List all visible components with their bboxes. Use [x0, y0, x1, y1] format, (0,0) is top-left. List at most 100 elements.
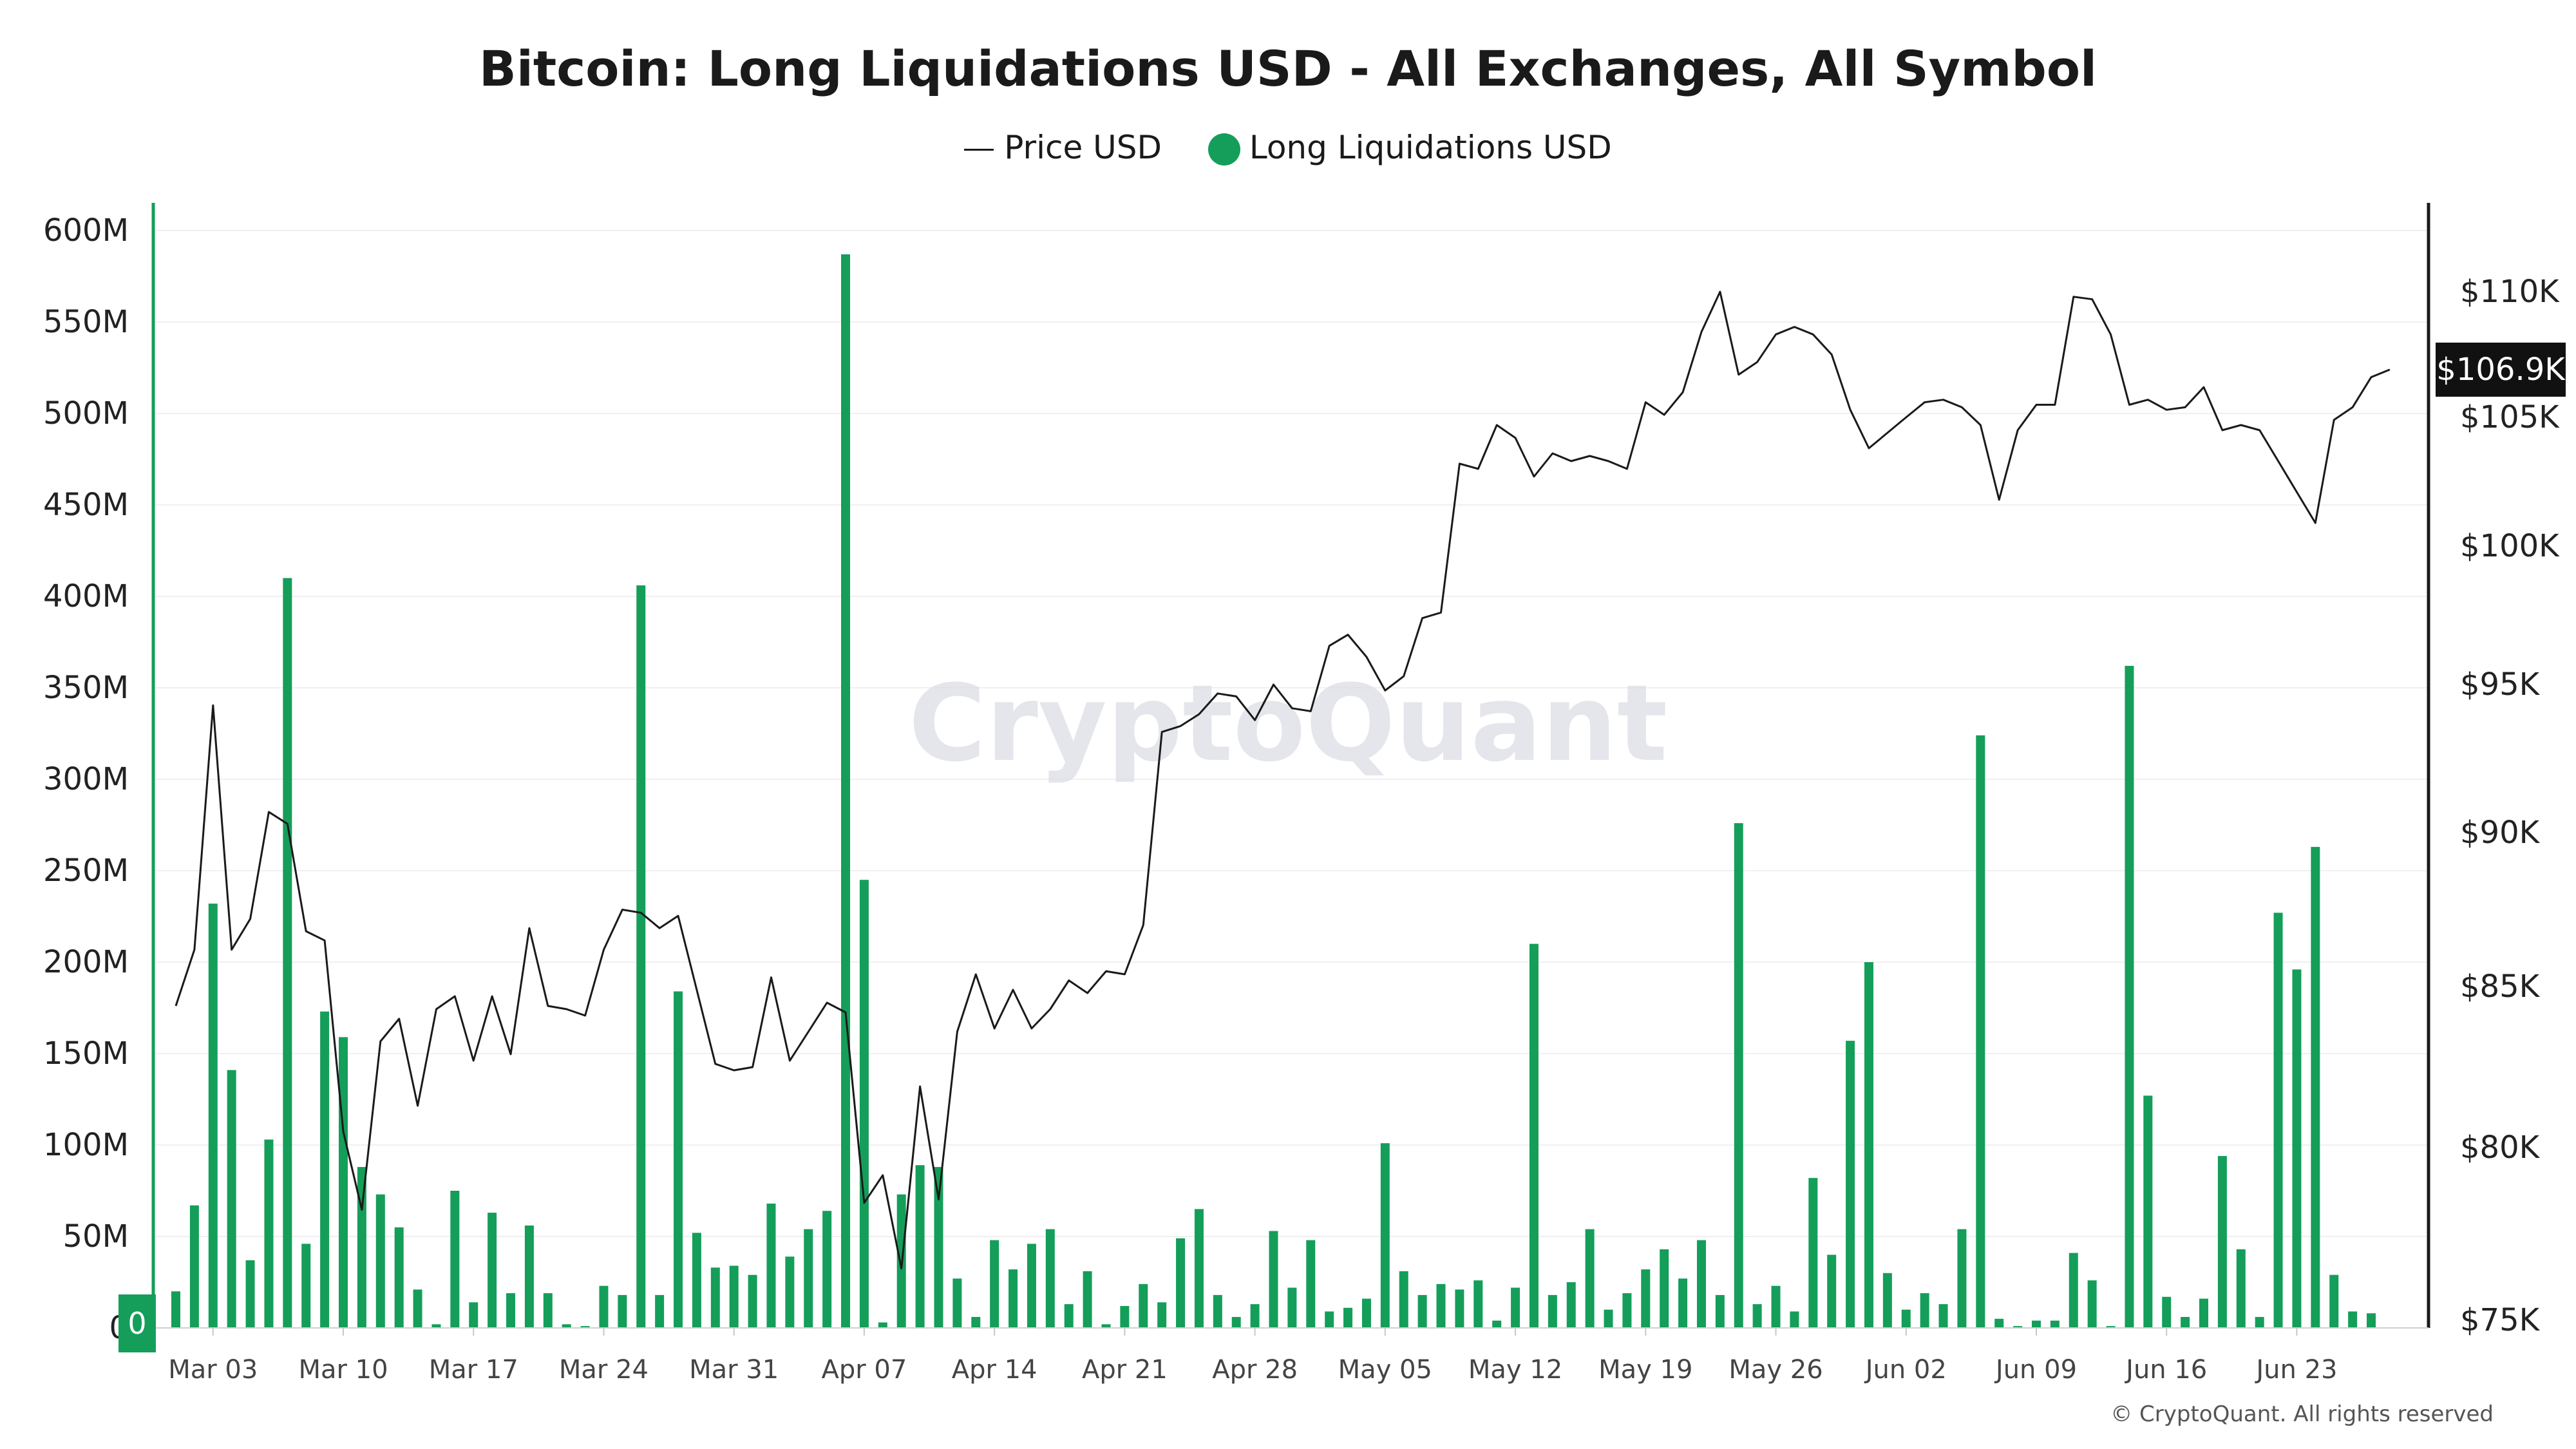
x-tick-label: May 05	[1338, 1355, 1432, 1385]
liquidation-bar	[1622, 1293, 1632, 1328]
legend-item-liquidations[interactable]: Long Liquidations USD	[1208, 129, 1612, 166]
liquidation-bars	[171, 254, 2376, 1329]
liquidation-bar	[2125, 665, 2134, 1328]
liquidation-bar	[562, 1324, 571, 1328]
liquidation-bar	[1734, 823, 1743, 1328]
liquidation-bar	[1604, 1309, 1613, 1328]
liquidations-dot-swatch	[1208, 133, 1240, 166]
liquidation-bar	[2236, 1249, 2246, 1328]
liquidation-bar	[1027, 1244, 1036, 1328]
liquidation-bar	[469, 1302, 478, 1328]
liquidation-bar	[822, 1211, 832, 1328]
liquidation-bar	[227, 1070, 236, 1328]
right-tick-label: $90K	[2460, 815, 2541, 851]
x-tick-label: Mar 03	[168, 1355, 258, 1385]
liquidation-bar	[1176, 1238, 1186, 1328]
liquidation-bar	[1194, 1209, 1204, 1328]
liquidation-bar	[320, 1011, 330, 1328]
liquidation-bar	[710, 1267, 720, 1328]
left-tick-label: 200M	[43, 944, 129, 980]
x-tick-label: May 12	[1468, 1355, 1562, 1385]
x-tick-label: Mar 24	[559, 1355, 649, 1385]
liquidation-bar	[692, 1233, 701, 1328]
legend-item-price[interactable]: Price USD	[964, 129, 1162, 166]
liquidation-bar	[1101, 1324, 1111, 1328]
liquidation-bar	[748, 1274, 757, 1328]
liquidation-bar	[2143, 1095, 2153, 1328]
liquidation-bar	[1231, 1316, 1241, 1328]
liquidation-bar	[1771, 1285, 1781, 1328]
liquidation-bar	[766, 1203, 776, 1328]
legend-price-label: Price USD	[1004, 128, 1162, 166]
liquidation-bar	[524, 1225, 534, 1328]
liquidation-bar	[2367, 1313, 2376, 1328]
liquidation-bar	[1343, 1307, 1353, 1328]
x-tick-label: Jun 09	[1994, 1355, 2077, 1385]
x-axis-ticks: Mar 03 Mar 10 Mar 17 Mar 24 Mar 31 Apr 07 Apr …	[168, 1328, 2338, 1385]
liquidation-bar	[2087, 1280, 2097, 1328]
liquidation-bar	[2181, 1316, 2190, 1328]
liquidation-bar	[301, 1244, 311, 1328]
right-tick-label: $110K	[2460, 274, 2560, 310]
liquidation-bar	[1529, 943, 1539, 1328]
left-tick-label: 600M	[43, 213, 129, 249]
liquidation-bar	[1901, 1309, 1911, 1328]
liquidation-bar	[655, 1294, 665, 1328]
liquidation-bar	[1287, 1287, 1297, 1328]
x-tick-label: Mar 17	[429, 1355, 518, 1385]
liquidation-bar	[952, 1278, 962, 1328]
liquidation-bar	[1827, 1255, 1837, 1328]
x-tick-label: Mar 31	[689, 1355, 779, 1385]
x-tick-label: May 19	[1598, 1355, 1692, 1385]
liquidation-bar	[506, 1293, 516, 1328]
liquidation-bar	[1455, 1289, 1464, 1328]
liquidation-bar	[1790, 1311, 1799, 1328]
liquidation-bar	[1045, 1229, 1055, 1328]
liquidation-bar	[1139, 1283, 1148, 1328]
liquidation-bar	[841, 254, 851, 1328]
price-line-swatch	[964, 148, 994, 151]
right-tick-label: $80K	[2460, 1130, 2541, 1166]
liquidation-bar	[2255, 1316, 2264, 1328]
liquidation-bar	[2292, 969, 2302, 1328]
liquidation-bar	[674, 991, 683, 1328]
x-tick-label: Apr 14	[952, 1355, 1037, 1385]
legend-liquidations-label: Long Liquidations USD	[1249, 128, 1612, 166]
x-tick-label: Mar 10	[298, 1355, 388, 1385]
liquidation-bar	[450, 1191, 460, 1328]
liquidation-bar	[2069, 1253, 2078, 1328]
liquidation-bar	[1846, 1041, 1855, 1328]
liquidation-bar	[1250, 1304, 1260, 1328]
liquidation-bar	[804, 1229, 813, 1328]
liquidation-bar	[1920, 1293, 1929, 1328]
liquidation-bar	[1361, 1298, 1371, 1328]
left-tick-label: 300M	[43, 761, 129, 797]
liquidation-bar	[1120, 1305, 1130, 1328]
liquidation-bar	[785, 1256, 795, 1328]
liquidation-bar	[859, 880, 869, 1328]
liquidation-bar	[189, 1205, 199, 1328]
liquidation-bar	[618, 1294, 627, 1328]
liquidation-bar	[1473, 1280, 1483, 1328]
liquidation-bar	[1585, 1229, 1595, 1328]
x-tick-label: May 26	[1728, 1355, 1823, 1385]
liquidation-bar	[1417, 1294, 1427, 1328]
liquidation-bar	[1882, 1273, 1892, 1328]
liquidation-bar	[488, 1213, 497, 1328]
zero-value-badge: 0	[118, 1294, 156, 1352]
liquidation-bar	[915, 1165, 925, 1328]
liquidation-bar	[1157, 1302, 1167, 1328]
liquidation-bar	[1641, 1269, 1651, 1328]
liquidation-bar	[1660, 1249, 1669, 1328]
liquidation-bar	[2013, 1326, 2023, 1328]
chart-title: Bitcoin: Long Liquidations USD - All Exc…	[478, 40, 2098, 97]
liquidation-bar	[971, 1316, 981, 1328]
price-line	[175, 290, 2391, 1270]
left-tick-label: 350M	[43, 670, 129, 706]
left-tick-label: 500M	[43, 395, 129, 431]
liquidation-bar	[171, 1291, 180, 1328]
liquidation-bar	[1064, 1304, 1074, 1328]
x-tick-label: Jun 23	[2254, 1355, 2337, 1385]
right-tick-label: $100K	[2460, 528, 2560, 564]
right-tick-label: $75K	[2460, 1302, 2541, 1338]
